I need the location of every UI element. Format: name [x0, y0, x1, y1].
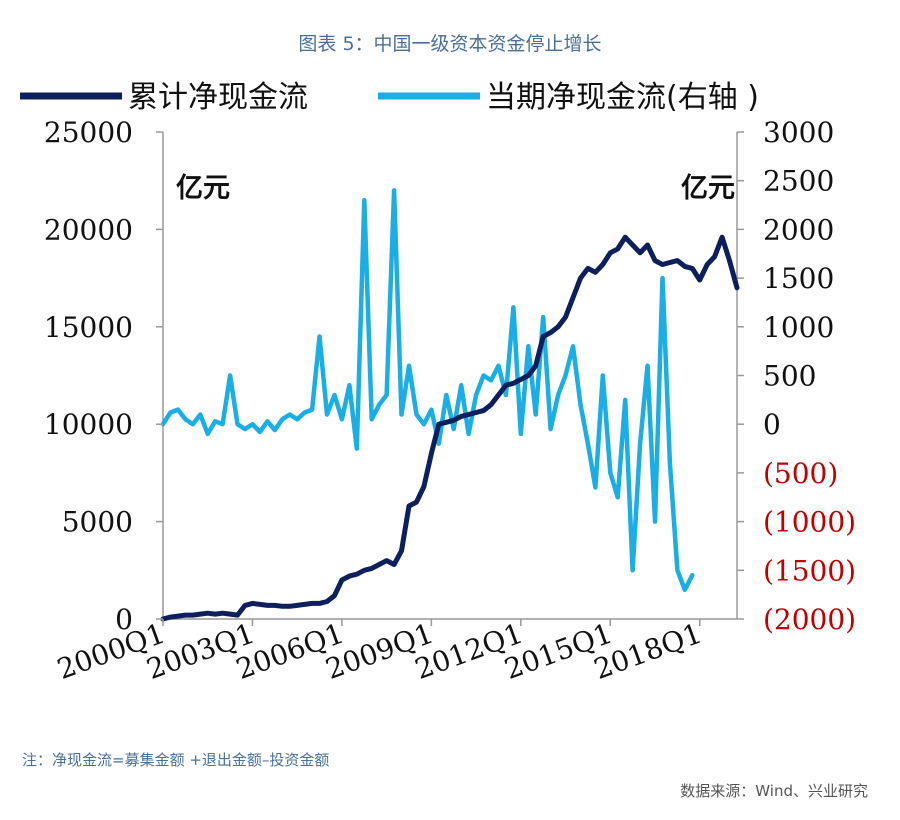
series-line-cumulative: [160, 234, 740, 622]
chart-title: 图表 5：中国一级资本资金停止增长: [298, 33, 601, 55]
y-right-tick-label: 3000: [763, 116, 834, 149]
y-right-tick-label: 500: [763, 360, 816, 393]
y-right-tick-label: 2500: [763, 165, 834, 198]
y-right-tick-label: (500): [763, 457, 838, 490]
footnote: 注：净现金流=募集金额 +退出金额–投资金额: [22, 751, 329, 769]
left-unit-label: 亿元: [176, 173, 230, 204]
y-left-tick-label: 25000: [44, 116, 133, 149]
data-source: 数据来源：Wind、兴业研究: [680, 782, 868, 800]
y-right-tick-label: 1000: [763, 311, 834, 344]
y-left-tick-label: 10000: [44, 408, 133, 441]
y-left-tick-label: 5000: [62, 506, 133, 539]
y-left-tick-label: 20000: [44, 213, 133, 246]
y-right-tick-label: (1000): [763, 506, 856, 539]
legend-label-quarterly: 当期净现金流(右轴 ): [486, 80, 759, 115]
legend-label-cumulative: 累计净现金流: [128, 80, 308, 115]
y-axis-right-ticks: (2000) (1500) (1000) (500) 0 500 1000 1500 2000 2…: [737, 116, 856, 636]
axes: [162, 132, 738, 620]
y-right-tick-label: 2000: [763, 213, 834, 246]
series-lines: [160, 188, 740, 622]
y-axis-left-ticks: 0 5000 10000 15000 20000 25000: [44, 116, 163, 636]
legend: 累计净现金流 当期净现金流(右轴 ): [20, 80, 759, 115]
series-line-quarterly: [160, 188, 695, 593]
right-unit-label: 亿元: [681, 173, 735, 204]
y-left-tick-label: 15000: [44, 311, 133, 344]
y-right-tick-label: 1500: [763, 262, 834, 295]
x-axis-ticks: 2000Q12003Q12006Q12009Q12012Q12015Q12018…: [53, 617, 706, 686]
y-right-tick-label: 0: [763, 408, 781, 441]
y-right-tick-label: (1500): [763, 554, 856, 587]
y-right-tick-label: (2000): [763, 603, 856, 636]
y-left-tick-label: 0: [115, 603, 133, 636]
